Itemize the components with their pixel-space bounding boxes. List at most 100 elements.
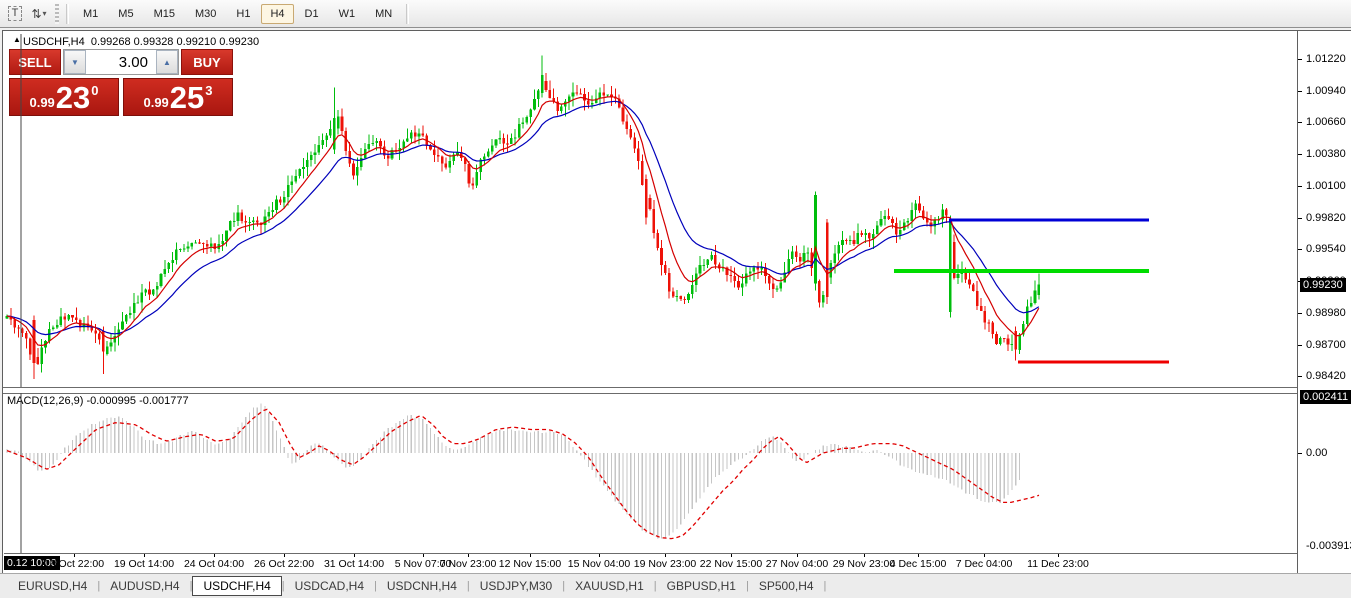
time-axis-tick <box>665 554 666 557</box>
price-axis-tick <box>1298 344 1302 346</box>
time-axis-tick <box>423 554 424 557</box>
time-axis-label: 24 Oct 04:00 <box>183 558 245 570</box>
toolbar-separator <box>66 3 69 24</box>
chart-tab-GBPUSD[interactable]: GBPUSD,H1 <box>666 579 736 593</box>
tab-separator: | <box>653 580 657 592</box>
time-axis-tick <box>864 554 865 557</box>
time-axis-tick <box>918 554 919 557</box>
time-axis-tick <box>530 554 531 557</box>
time-axis-label: 7 Nov 23:00 <box>439 558 497 570</box>
price-axis-tick <box>1298 154 1302 156</box>
timeframe-button-M5[interactable]: M5 <box>118 7 134 20</box>
time-axis-tick <box>1058 554 1059 557</box>
pane-splitter-line <box>3 393 1297 394</box>
pane-splitter[interactable] <box>3 387 1297 388</box>
time-axis-label: 7 Dec 04:00 <box>955 558 1013 570</box>
price-axis-label: 0.98980 <box>1306 306 1346 319</box>
price-axis-label: 1.00100 <box>1306 179 1346 192</box>
volume-stepper: ▼ 3.00 ▲ <box>63 49 179 75</box>
chart-tab-bar: EURUSD,H4 | AUDUSD,H4 | USDCHF,H4 | USDCAD,H4 |… <box>0 573 1351 598</box>
macd-chart-canvas[interactable] <box>4 393 1297 553</box>
time-axis-tick <box>214 554 215 557</box>
macd-zero-label: 0.00 <box>1306 447 1328 459</box>
time-axis-label: 4 Dec 15:00 <box>889 558 947 570</box>
timeframe-button-D1[interactable]: D1 <box>304 7 319 20</box>
sort-arrows-icon[interactable]: ⇅ ▾ <box>28 4 50 24</box>
volume-increase-button[interactable]: ▲ <box>156 50 178 74</box>
time-axis-label: 19 Oct 14:00 <box>113 558 175 570</box>
price-axis-label: 1.00380 <box>1306 148 1346 161</box>
buy-button[interactable]: BUY <box>181 49 233 75</box>
time-axis-label: 29 Nov 23:00 <box>832 558 896 570</box>
chart-tab-USDCAD[interactable]: USDCAD,H4 <box>294 579 364 593</box>
volume-decrease-button[interactable]: ▼ <box>64 50 86 74</box>
price-chart-canvas[interactable] <box>4 34 1297 387</box>
price-axis-tick <box>1298 122 1302 124</box>
price-axis-label: 0.99540 <box>1306 243 1346 256</box>
macd-indicator-label: MACD(12,26,9) -0.000995 -0.001777 <box>7 395 189 407</box>
price-axis[interactable]: 1.01220 1.00940 1.00660 1.00380 1.00100 0.998… <box>1297 31 1351 574</box>
price-axis-tick <box>1298 185 1302 187</box>
time-axis-label: 31 Oct 14:00 <box>323 558 385 570</box>
text-tool-icon[interactable]: T <box>4 4 26 24</box>
buy-price-box[interactable]: 0.99 25 3 <box>123 78 233 116</box>
chart-window: ▲ USDCHF,H4 0.99268 0.99328 0.99210 0.99… <box>2 30 1351 575</box>
time-axis-tick <box>354 554 355 557</box>
text-tool-glyph: T <box>7 6 23 21</box>
one-click-trade-panel: SELL ▼ 3.00 ▲ BUY 0.99 23 0 0.99 25 3 <box>9 49 233 116</box>
time-axis-label: 26 Oct 22:00 <box>253 558 315 570</box>
timeframe-button-MN[interactable]: MN <box>375 7 393 20</box>
tab-separator: | <box>466 580 470 592</box>
crosshair-time-box: 0.12 10:00 <box>4 556 60 570</box>
timeframe-button-M15[interactable]: M15 <box>153 7 175 20</box>
sell-price-big: 23 <box>55 79 91 115</box>
time-axis[interactable]: 0.12 10:00 8 16 Oct 22:00 19 Oct 14:00 24 … <box>4 553 1297 574</box>
price-axis-label: 1.00940 <box>1306 84 1346 97</box>
time-axis-tick <box>599 554 600 557</box>
crosshair-macd-value-box: 0.002411 <box>1300 390 1351 404</box>
time-axis-label: 5 Nov 07:00 <box>394 558 452 570</box>
price-axis-tick <box>1298 217 1302 219</box>
price-axis-label: 0.99820 <box>1306 211 1346 224</box>
chart-tab-SP500[interactable]: SP500,H4 <box>758 579 814 593</box>
time-axis-label: 16 Oct 22:00 <box>43 558 105 570</box>
tab-separator: | <box>745 580 749 592</box>
time-axis-tick <box>74 554 75 557</box>
tab-separator: | <box>281 580 285 592</box>
volume-input[interactable]: 3.00 <box>118 53 148 71</box>
timeframe-button-M30[interactable]: M30 <box>194 7 217 20</box>
sell-button[interactable]: SELL <box>9 49 61 75</box>
time-axis-label: 11 Dec 23:00 <box>1027 558 1089 570</box>
time-axis-tick <box>144 554 145 557</box>
tab-separator: | <box>97 580 101 592</box>
time-axis-tick <box>468 554 469 557</box>
price-axis-label: 1.01220 <box>1306 53 1346 65</box>
timeframe-button-H4[interactable]: H4 <box>261 3 294 24</box>
chart-tab-XAUUSD[interactable]: XAUUSD,H1 <box>575 579 644 593</box>
price-axis-tick <box>1298 249 1302 251</box>
time-axis-tick <box>984 554 985 557</box>
tab-separator: | <box>823 580 827 592</box>
toolbar-grip <box>55 3 59 24</box>
chart-tab-USDCNH[interactable]: USDCNH,H4 <box>386 579 457 593</box>
chevron-down-icon: ▾ <box>42 9 47 18</box>
sell-price-sup: 0 <box>91 82 99 98</box>
tab-separator: | <box>189 580 193 592</box>
price-axis-label: 0.98700 <box>1306 338 1346 351</box>
sell-price-base: 0.99 <box>29 94 55 110</box>
chart-tab-USDCHF[interactable]: USDCHF,H4 <box>192 576 282 596</box>
toolbar: T ⇅ ▾ M1 M5 M15 M30 H1 H4 D1 W1 MN <box>0 0 1351 28</box>
chart-marker-icon: ▲ <box>13 35 21 44</box>
macd-min-label: -0.003913 <box>1306 540 1351 552</box>
chart-tab-USDJPY[interactable]: USDJPY,M30 <box>479 579 553 593</box>
timeframe-button-M1[interactable]: M1 <box>83 7 99 20</box>
tab-separator: | <box>562 580 566 592</box>
timeframe-button-H1[interactable]: H1 <box>236 7 251 20</box>
buy-price-sup: 3 <box>205 82 213 98</box>
chart-tab-AUDUSD[interactable]: AUDUSD,H4 <box>110 579 180 593</box>
chart-tab-EURUSD[interactable]: EURUSD,H4 <box>18 579 88 593</box>
time-axis-label: 15 Nov 04:00 <box>567 558 631 570</box>
timeframe-button-W1[interactable]: W1 <box>338 7 356 20</box>
time-axis-label: 27 Nov 04:00 <box>765 558 829 570</box>
sell-price-box[interactable]: 0.99 23 0 <box>9 78 119 116</box>
